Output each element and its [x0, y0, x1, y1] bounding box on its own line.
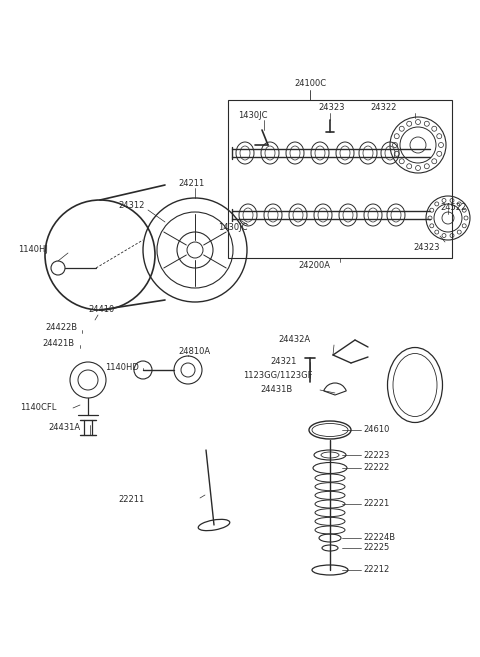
- Text: 22211: 22211: [118, 495, 144, 505]
- Text: 24431A: 24431A: [48, 424, 80, 432]
- Text: 22222: 22222: [363, 463, 389, 472]
- Text: 24422B: 24422B: [45, 323, 77, 332]
- Text: 22223: 22223: [363, 451, 389, 459]
- Text: 1140HJ: 1140HJ: [18, 246, 48, 254]
- Text: 24100C: 24100C: [294, 78, 326, 87]
- Text: 24323: 24323: [413, 244, 440, 252]
- Text: 24312: 24312: [118, 200, 144, 210]
- Bar: [228, 100, 452, 258]
- Text: 24432A: 24432A: [278, 336, 310, 344]
- Text: 24810A: 24810A: [178, 348, 210, 357]
- Text: 22212: 22212: [363, 566, 389, 574]
- Text: 1430JC: 1430JC: [238, 110, 267, 120]
- Text: 22225: 22225: [363, 543, 389, 553]
- Text: 24410: 24410: [88, 306, 114, 315]
- Text: 24211: 24211: [178, 179, 204, 187]
- Text: 24522: 24522: [440, 204, 466, 212]
- Text: 1140CFL: 1140CFL: [20, 403, 56, 413]
- Text: 22221: 22221: [363, 499, 389, 509]
- Text: 24421B: 24421B: [42, 338, 74, 348]
- Text: 24321: 24321: [270, 357, 296, 367]
- Text: 24323: 24323: [318, 104, 345, 112]
- Text: 24610: 24610: [363, 426, 389, 434]
- Text: 1140HD: 1140HD: [105, 363, 139, 373]
- Text: 1430JC: 1430JC: [218, 223, 248, 233]
- Text: 22224B: 22224B: [363, 533, 395, 543]
- Text: 1123GG/1123GF: 1123GG/1123GF: [243, 371, 312, 380]
- Text: 24322: 24322: [370, 104, 396, 112]
- Text: 24200A: 24200A: [298, 260, 330, 269]
- Text: 24431B: 24431B: [260, 386, 292, 394]
